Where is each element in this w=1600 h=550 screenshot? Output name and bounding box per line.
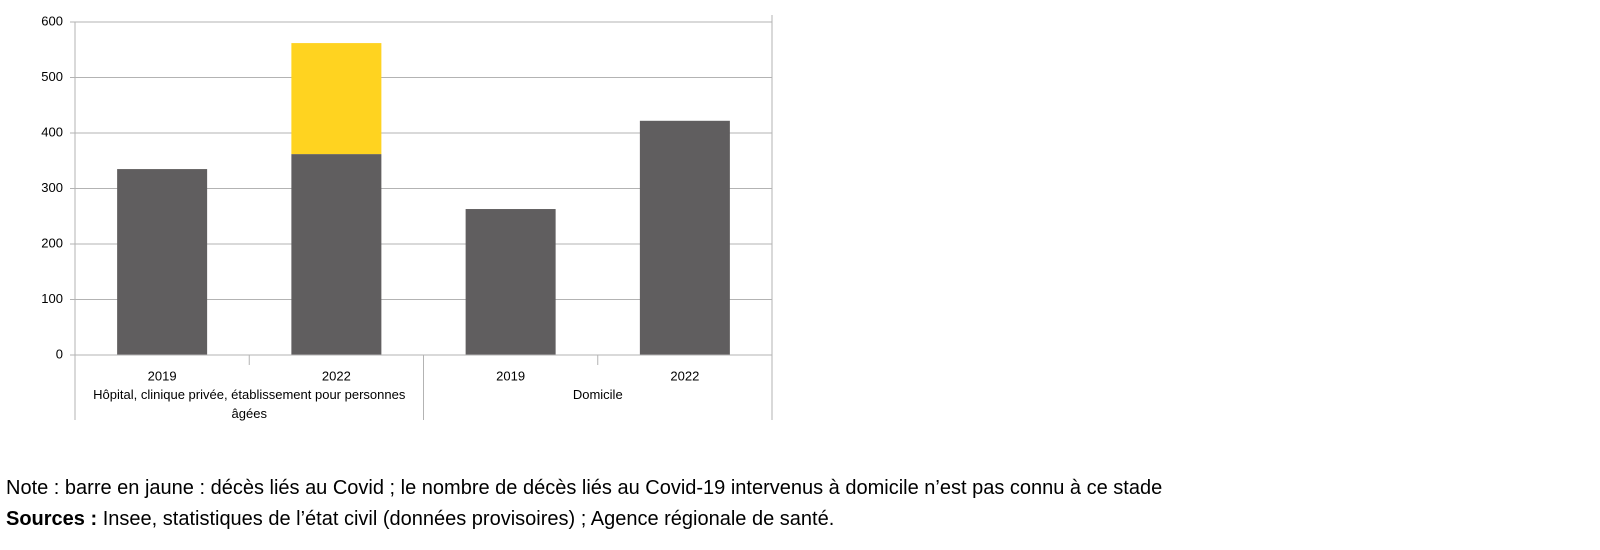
- bar: [291, 43, 382, 155]
- source-label: Sources :: [6, 508, 98, 530]
- group-label: Domicile: [572, 387, 623, 402]
- y-tick-label: 500: [41, 69, 63, 84]
- y-tick-label: 100: [41, 291, 63, 306]
- chart: 0 100 200 300 400 500 600 2019 2022 2019 2022: [41, 13, 773, 420]
- source-text: Insee, statistiques de l’état civil (don…: [102, 508, 835, 530]
- bar: [117, 169, 208, 355]
- notes: Note : barre en jaune : décès liés au Co…: [6, 473, 1162, 535]
- note: Note : barre en jaune : décès liés au Co…: [6, 477, 1163, 499]
- x-tick-label: 2019: [496, 368, 525, 383]
- bar: [291, 154, 382, 355]
- bar: [639, 120, 730, 355]
- y-tick-label: 0: [56, 346, 63, 361]
- x-tick-label: 2022: [322, 368, 351, 383]
- group-label: Hôpital, clinique privée, établissement …: [93, 387, 406, 421]
- x-tick-label: 2022: [670, 368, 699, 383]
- x-tick-label: 2019: [148, 368, 177, 383]
- y-tick-label: 200: [41, 235, 63, 250]
- bar: [465, 209, 556, 355]
- y-tick-label: 400: [41, 124, 63, 139]
- y-tick-label: 300: [41, 180, 63, 195]
- source: Sources : Insee, statistiques de l’état …: [6, 504, 1162, 535]
- y-tick-label: 600: [41, 13, 63, 28]
